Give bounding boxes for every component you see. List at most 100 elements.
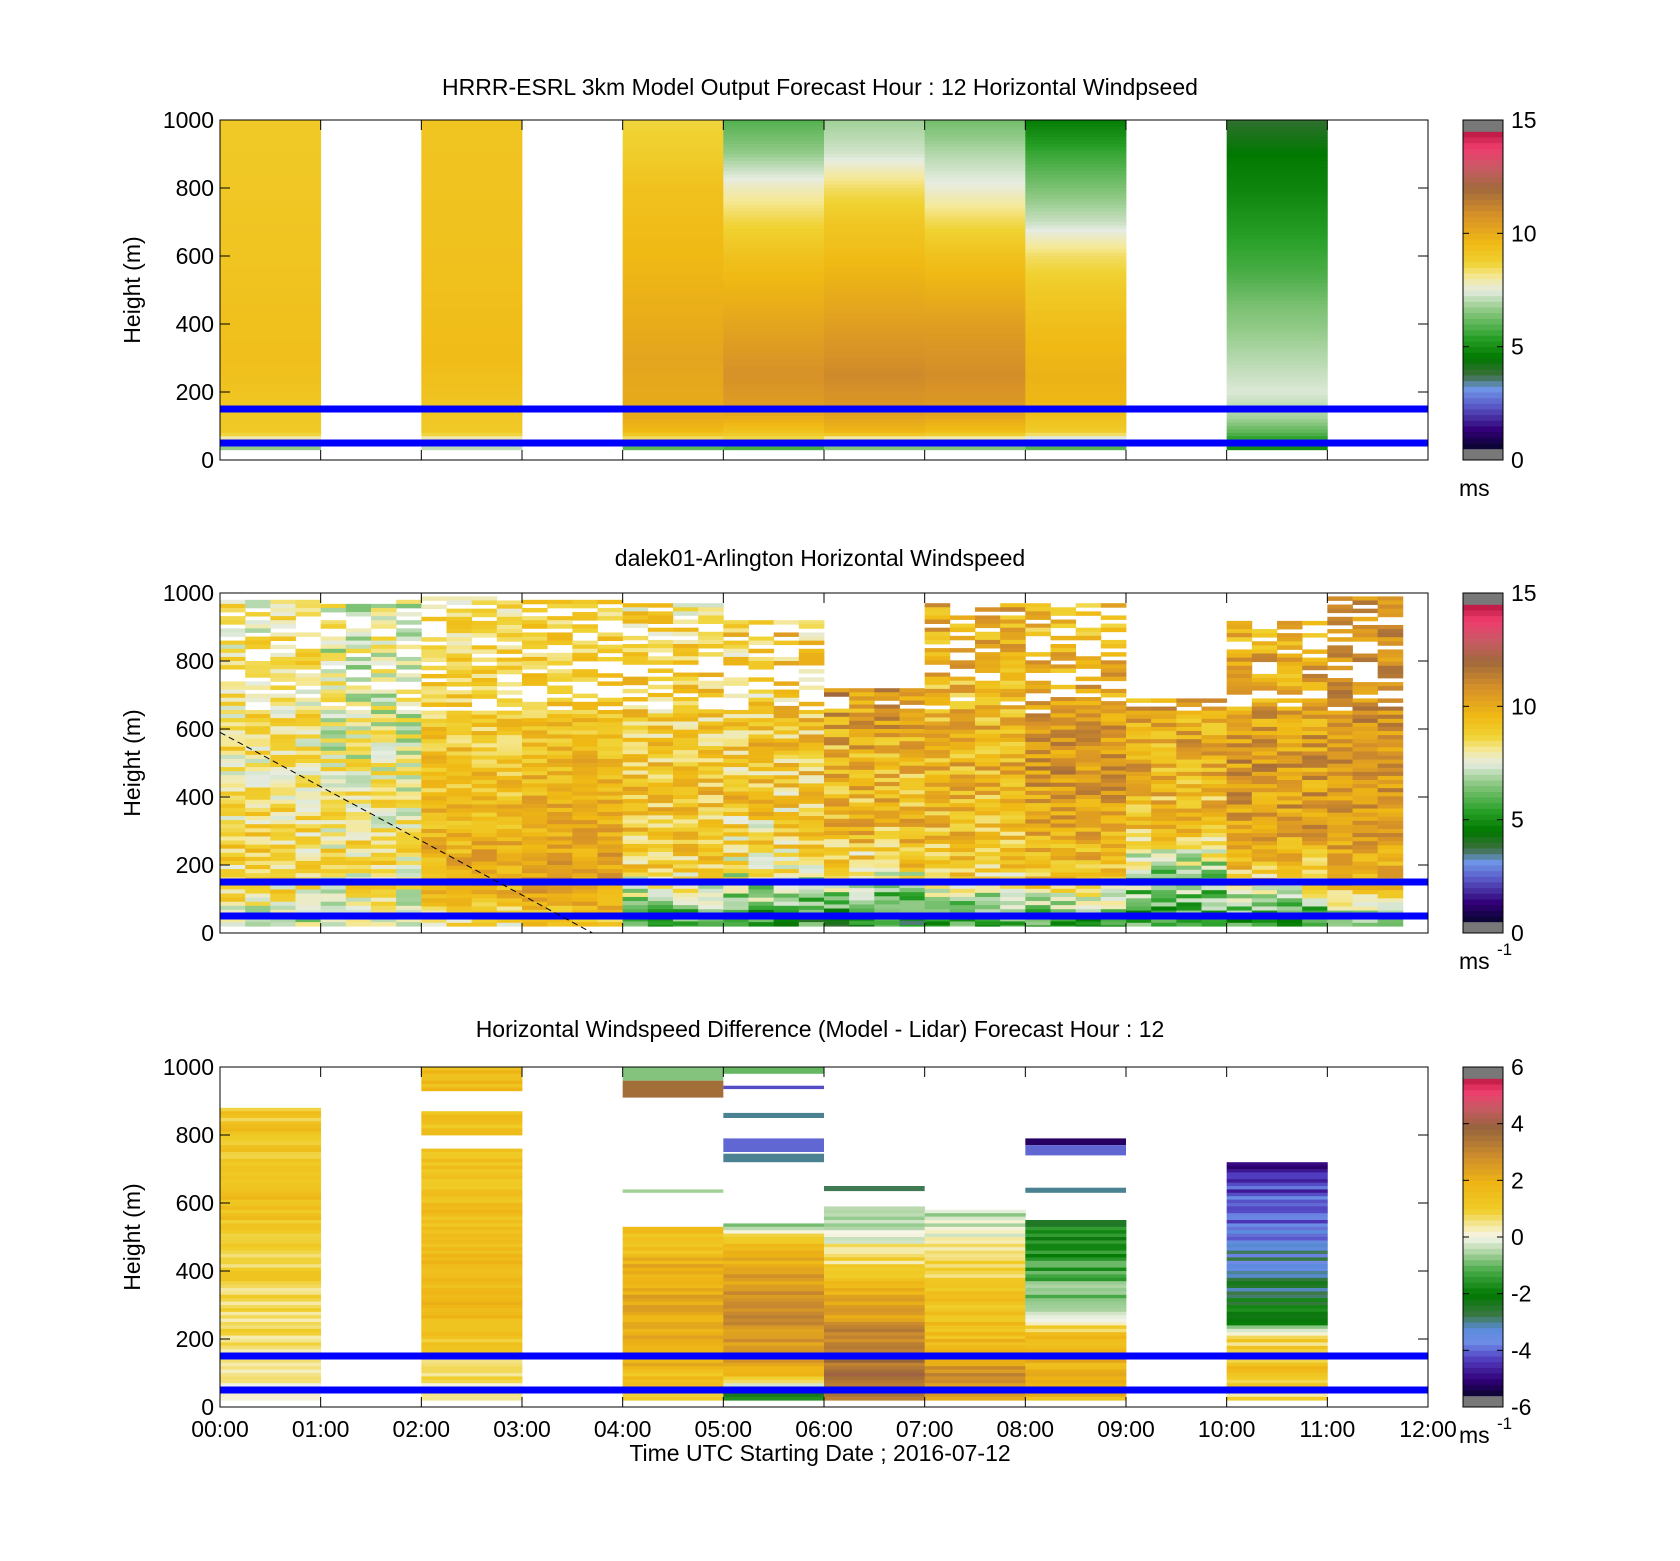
heatmap-cell (899, 712, 926, 718)
heatmap-cell (471, 751, 498, 756)
heatmap-cell (270, 624, 296, 629)
heatmap-cell (748, 750, 775, 756)
heatmap-cell (1377, 653, 1404, 658)
heatmap-cell (421, 1335, 523, 1340)
heatmap-cell (647, 766, 674, 771)
heatmap-cell (245, 758, 271, 764)
heatmap-cell (849, 724, 875, 730)
heatmap-cell (1201, 796, 1228, 801)
heatmap-cell (949, 782, 976, 788)
heatmap-cell (1075, 770, 1102, 775)
heatmap-cell (698, 892, 724, 898)
heatmap-cell (824, 446, 926, 451)
heatmap-cell (874, 696, 900, 701)
heatmap-cell (1025, 412, 1127, 417)
heatmap-cell (345, 783, 372, 788)
heatmap-cell (1151, 800, 1177, 805)
heatmap-cell (824, 266, 926, 270)
heatmap-cell (245, 612, 271, 617)
heatmap-cell (1377, 890, 1404, 895)
heatmap-cell (421, 334, 523, 338)
heatmap-cell (345, 709, 372, 715)
heatmap-cell (1277, 780, 1303, 785)
heatmap-cell (446, 600, 473, 605)
heatmap-cell (1126, 824, 1152, 830)
heatmap-cell (1025, 746, 1051, 751)
heatmap-cell (1226, 722, 1253, 728)
heatmap-cell (924, 432, 1026, 437)
heatmap-cell (597, 873, 624, 878)
heatmap-cell (1050, 623, 1077, 629)
heatmap-cell (220, 1281, 322, 1285)
heatmap-cell (949, 778, 976, 784)
heatmap-cell (547, 734, 573, 739)
heatmap-cell (1075, 717, 1102, 722)
heatmap-cell (1025, 823, 1051, 828)
heatmap-cell (421, 1247, 523, 1251)
heatmap-cell (723, 436, 825, 440)
heatmap-cell (723, 228, 825, 233)
heatmap-cell (270, 816, 296, 821)
heatmap-cell (824, 863, 850, 869)
heatmap-cell (547, 726, 573, 731)
heatmap-cell (622, 398, 724, 403)
heatmap-cell (270, 783, 296, 788)
heatmap-cell (597, 714, 624, 719)
heatmap-cell (1226, 828, 1253, 834)
heatmap-cell (270, 661, 296, 666)
heatmap-cell (1327, 767, 1353, 773)
heatmap-cell (1126, 808, 1152, 814)
heatmap-cell (1226, 140, 1328, 145)
heatmap-cell (572, 828, 598, 833)
heatmap-cell (1050, 684, 1077, 690)
heatmap-cell (1251, 841, 1278, 846)
heatmap-cell (1201, 820, 1228, 826)
heatmap-cell (1201, 886, 1228, 891)
heatmap-cell (622, 1325, 724, 1330)
heatmap-cell (824, 184, 926, 189)
heatmap-cell (371, 656, 397, 662)
colorbar-swatch (1463, 137, 1503, 144)
heatmap-cell (345, 820, 372, 825)
heatmap-cell (723, 1305, 825, 1309)
heatmap-cell (622, 1328, 724, 1333)
heatmap-cell (949, 741, 976, 747)
heatmap-cell (924, 215, 1026, 219)
heatmap-cell (622, 892, 649, 898)
heatmap-cell (949, 856, 976, 861)
heatmap-cell (1126, 755, 1152, 760)
heatmap-cell (220, 1179, 322, 1183)
heatmap-cell (622, 130, 724, 134)
heatmap-cell (924, 774, 951, 780)
heatmap-cell (220, 239, 322, 243)
heatmap-cell (1000, 741, 1026, 747)
colorbar-swatch (1463, 176, 1503, 183)
heatmap-cell (1226, 653, 1253, 658)
heatmap-cell (899, 875, 926, 881)
heatmap-cell (1100, 664, 1127, 669)
heatmap-cell (1226, 735, 1253, 740)
heatmap-cell (1302, 775, 1328, 781)
heatmap-cell (1201, 894, 1228, 899)
heatmap-cell (421, 784, 447, 789)
heatmap-cell (1377, 657, 1404, 663)
heatmap-cell (1226, 849, 1253, 854)
heatmap-cell (798, 860, 825, 866)
heatmap-cell (270, 905, 296, 911)
heatmap-cell (220, 661, 246, 666)
heatmap-cell (396, 636, 422, 641)
heatmap-cell (496, 828, 523, 834)
heatmap-cell (1277, 808, 1303, 814)
heatmap-cell (824, 232, 926, 236)
heatmap-cell (1126, 735, 1152, 740)
heatmap-cell (421, 808, 447, 814)
heatmap-cell (647, 905, 674, 910)
heatmap-cell (673, 762, 699, 767)
heatmap-cell (421, 388, 523, 393)
heatmap-cell (1025, 1373, 1127, 1377)
heatmap-cell (245, 767, 271, 772)
heatmap-cell (924, 171, 1026, 175)
heatmap-cell (1025, 205, 1127, 209)
heatmap-cell (295, 612, 322, 617)
